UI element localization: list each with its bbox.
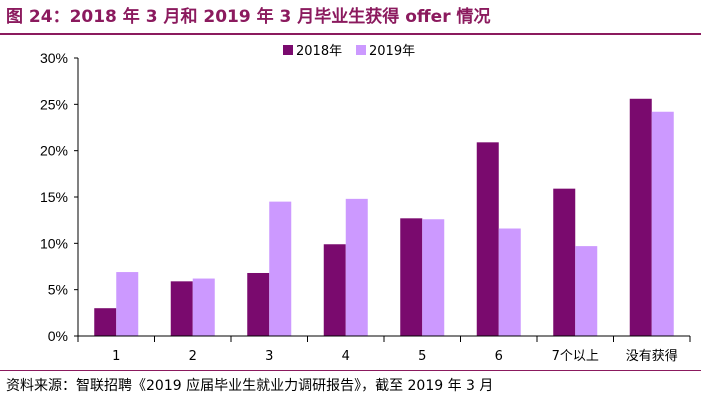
bar-2018年-没有获得 [629, 98, 652, 336]
x-category-label: 3 [265, 349, 273, 364]
y-tick-label: 30% [40, 50, 68, 66]
bar-2018年-2 [170, 281, 193, 336]
source-divider [0, 370, 701, 371]
source-note: 资料来源：智联招聘《2019 应届毕业生就业力调研报告》，截至 2019 年 3… [6, 378, 494, 394]
y-tick-label: 25% [40, 96, 68, 112]
x-category-label: 5 [418, 349, 426, 364]
y-tick-label: 10% [40, 235, 68, 251]
y-tick-label: 15% [40, 189, 68, 205]
legend-swatch [283, 45, 293, 55]
bar-2018年-1 [94, 308, 117, 336]
x-category-label: 4 [342, 349, 350, 364]
y-tick-label: 20% [40, 143, 68, 159]
bar-2018年-4 [323, 244, 346, 336]
x-axis: 1 2 3 4 5 6 7个以上 没有获得 [77, 335, 691, 364]
x-category-label: 没有获得 [626, 348, 678, 364]
bar-2018年-7个以上 [553, 188, 576, 336]
bar-2019年-5 [422, 219, 445, 336]
y-tick-label: 0% [48, 328, 68, 344]
bar-2019年-3 [269, 201, 292, 336]
legend-label: 2019年 [369, 44, 415, 59]
legend: 2018年 2019年 [283, 44, 415, 59]
bar-2019年-没有获得 [651, 111, 674, 336]
x-category-label: 7个以上 [552, 349, 599, 364]
bars [94, 98, 674, 336]
bar-2018年-3 [247, 272, 270, 336]
bar-2019年-6 [498, 228, 521, 336]
bar-2019年-7个以上 [575, 246, 598, 336]
x-category-label: 6 [495, 349, 503, 364]
bar-2018年-5 [400, 218, 423, 336]
y-tick-label: 5% [48, 282, 68, 298]
bar-2019年-1 [116, 272, 139, 336]
y-axis: 0% 5% 10% 15% 20% 25% 30% [40, 50, 79, 344]
legend-label: 2018年 [296, 44, 342, 59]
bar-2019年-2 [192, 278, 215, 336]
x-category-label: 1 [112, 349, 120, 364]
bar-2018年-6 [476, 142, 499, 336]
bar-2019年-4 [345, 198, 368, 336]
title-divider [0, 33, 701, 35]
x-category-label: 2 [189, 349, 197, 364]
legend-swatch [356, 45, 366, 55]
figure-title: 图 24：2018 年 3 月和 2019 年 3 月毕业生获得 offer 情… [6, 7, 491, 27]
